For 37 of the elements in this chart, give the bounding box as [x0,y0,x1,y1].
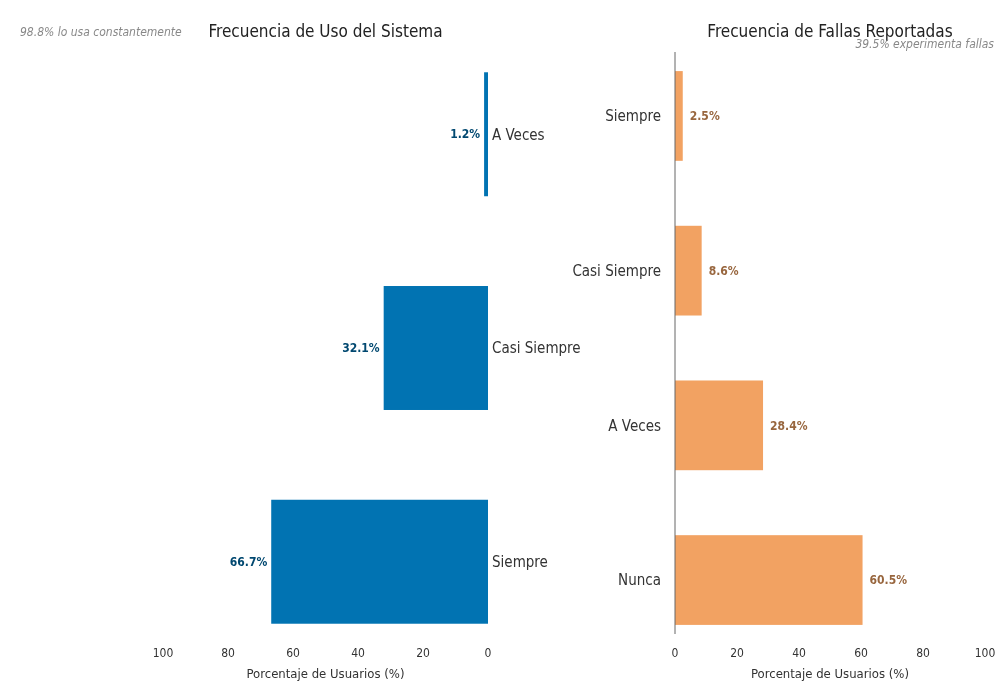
bar [383,286,488,410]
x-tick-label: 20 [730,646,744,660]
x-tick-label: 40 [351,646,365,660]
x-tick-label: 60 [286,646,300,660]
bar [484,72,488,197]
x-tick-label: 20 [416,646,430,660]
y-tick-label: Casi Siempre [572,261,661,280]
y-tick-label: A Veces [608,416,661,435]
data-label: 1.2% [450,127,481,142]
y-tick-label: Casi Siempre [492,339,581,358]
x-axis-title: Porcentaje de Usuarios (%) [246,666,405,681]
bar [675,535,863,625]
x-tick-label: 0 [671,646,679,660]
y-tick-label: A Veces [492,125,545,144]
data-label: 8.6% [708,263,739,278]
bar [271,499,488,624]
x-tick-label: 60 [854,646,868,660]
data-label: 28.4% [770,418,808,433]
x-tick-label: 100 [974,646,996,660]
bar [675,225,702,316]
bar [675,380,764,471]
y-tick-label: Siempre [492,552,548,571]
x-axis-title: Porcentaje de Usuarios (%) [750,666,910,681]
data-label: 2.5% [689,109,720,124]
y-tick-label: Siempre [605,107,661,126]
x-tick-label: 100 [152,646,174,660]
bar [675,71,683,161]
y-tick-label: Nunca [618,571,661,590]
data-label: 32.1% [342,341,380,356]
data-label: 60.5% [869,573,908,588]
x-tick-label: 80 [221,646,235,660]
chart-title: Frecuencia de Uso del Sistema [208,21,443,41]
x-tick-label: 0 [484,646,492,660]
annotation: 98.8% lo usa constantemente [20,25,183,39]
data-label: 66.7% [229,554,268,569]
x-tick-label: 40 [792,646,806,660]
x-tick-label: 80 [916,646,930,660]
